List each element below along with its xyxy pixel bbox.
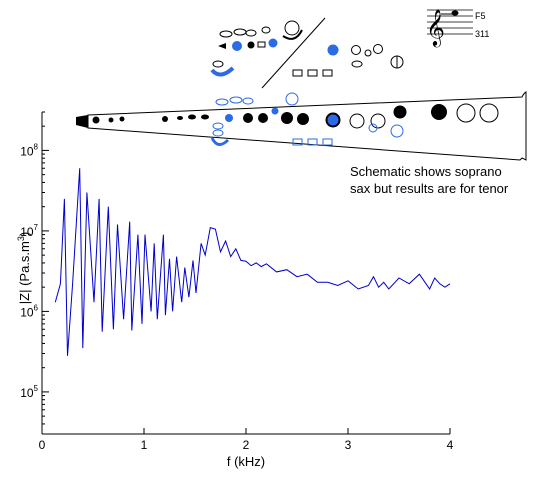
fingering-key (247, 41, 255, 49)
key-lever (210, 137, 230, 146)
tone-hole (393, 105, 407, 119)
x-tick-label: 4 (447, 438, 454, 452)
music-staff: 𝄞 F5 311 (426, 8, 489, 47)
key-outline (212, 129, 224, 137)
tone-hole (119, 116, 125, 122)
fingering-key (327, 44, 339, 56)
tone-hole (370, 113, 386, 129)
key-outline (285, 92, 299, 106)
tone-hole (92, 116, 100, 124)
tone-hole (243, 113, 253, 123)
y-ticks: 105 106 107 108 (20, 142, 49, 400)
tone-hole (456, 103, 476, 123)
fingering-key (284, 20, 300, 36)
fingering-number: 311 (475, 29, 489, 39)
fingering-key (322, 69, 333, 77)
tone-hole (177, 116, 183, 120)
tone-hole (431, 104, 447, 120)
x-ticks: 0 1 2 3 4 (39, 428, 454, 452)
x-tick-label: 3 (345, 438, 352, 452)
saxophone-schematic (76, 91, 527, 161)
y-tick-label: 106 (20, 303, 38, 319)
fingering-diagram (210, 17, 404, 89)
key-outline (368, 123, 378, 133)
key-outline (212, 122, 224, 130)
annotation-line-2: sax but results are for tenor (350, 181, 509, 196)
fingering-divider (261, 17, 326, 89)
y-axis-title: |Z| (Pa.s.m3) (16, 232, 32, 304)
y-tick-label: 105 (20, 384, 38, 400)
fingering-key (257, 41, 266, 48)
series-line (54, 168, 451, 356)
tone-hole (325, 112, 341, 128)
x-tick-label: 0 (39, 438, 46, 452)
y-tick-label: 107 (20, 223, 38, 239)
fingering-key (261, 26, 271, 34)
fingering-key (307, 69, 318, 77)
key-outline (215, 98, 229, 106)
x-tick-label: 2 (243, 438, 250, 452)
tone-hole (349, 113, 365, 129)
y-axis-title-main: |Z| (Pa.s.m (17, 241, 32, 304)
tone-hole (225, 114, 233, 122)
note-head (451, 10, 459, 16)
fingering-key (364, 49, 372, 57)
fingering-key (268, 38, 278, 48)
fingering-key (233, 28, 247, 36)
key-outline (292, 138, 303, 146)
tone-hole (258, 113, 268, 123)
fingering-key-arc (282, 29, 303, 40)
fingering-key (219, 30, 233, 38)
sax-body-outline (87, 91, 527, 161)
key-outline (242, 97, 254, 105)
y-tick-label: 108 (20, 142, 38, 158)
fingering-key (351, 45, 361, 55)
axes: 0 1 2 3 4 105 106 107 108 (20, 111, 454, 452)
x-axis-title: f (kHz) (227, 454, 265, 469)
tone-hole (297, 113, 309, 125)
tone-hole (108, 117, 114, 123)
note-name: F5 (475, 11, 486, 21)
tone-hole (281, 112, 293, 124)
tone-hole (479, 103, 499, 123)
fingering-key (373, 44, 383, 54)
fingering-key (232, 41, 242, 51)
fingering-key (245, 29, 257, 37)
fingering-key (292, 69, 303, 77)
annotation-line-1: Schematic shows soprano (350, 164, 502, 179)
fingering-key (212, 60, 224, 68)
fingering-key (351, 60, 363, 68)
key-outline (322, 138, 333, 146)
sax-mouthpiece (76, 115, 88, 128)
y-axis-title-end: ) (17, 232, 32, 236)
y-axis-title-sup: 3 (16, 236, 26, 241)
tone-hole (162, 116, 168, 122)
tone-hole (201, 114, 209, 120)
x-tick-label: 1 (141, 438, 148, 452)
key-outline (390, 124, 404, 138)
key-outline (229, 96, 243, 104)
y-minor-ticks (42, 111, 45, 435)
treble-clef-icon: 𝄞 (426, 8, 445, 47)
key-outline (307, 138, 318, 146)
tone-hole (271, 107, 279, 115)
fingering-key (218, 43, 226, 49)
fingering-lever (210, 66, 235, 77)
tone-hole (188, 114, 196, 120)
